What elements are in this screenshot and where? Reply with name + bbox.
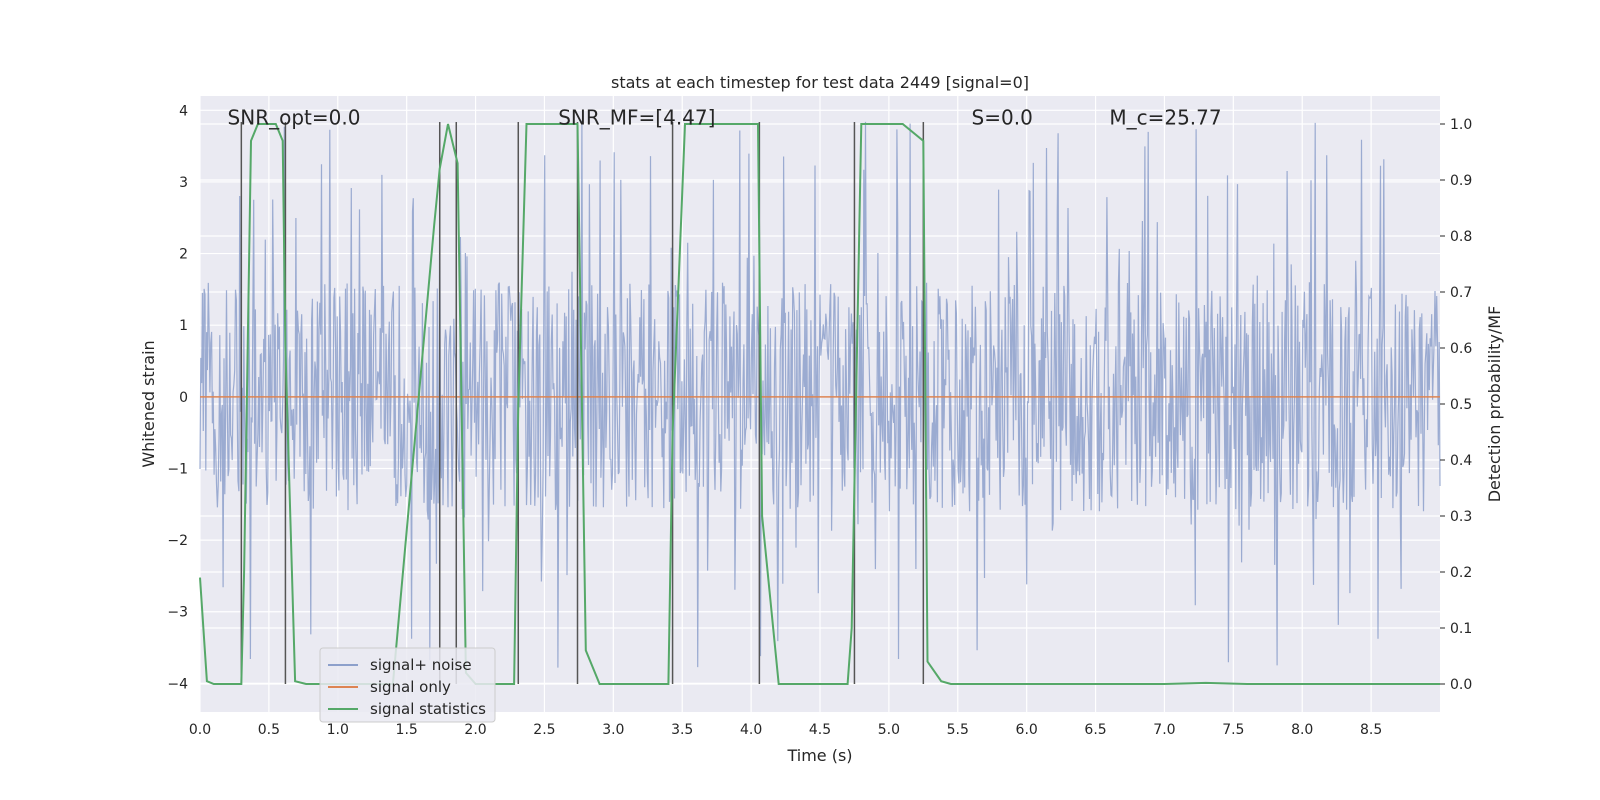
x-tick-label-2: 1.0 bbox=[327, 722, 349, 738]
y-tick-label-2: −2 bbox=[167, 533, 188, 549]
y-tick-label-4: 0 bbox=[179, 390, 188, 406]
x-tick-label-16: 8.0 bbox=[1291, 722, 1313, 738]
x-tick-label-4: 2.0 bbox=[464, 722, 486, 738]
annotation-0: SNR_opt=0.0 bbox=[228, 105, 361, 129]
annotation-1: SNR_MF=[4.47] bbox=[558, 105, 715, 129]
x-tick-label-17: 8.5 bbox=[1360, 722, 1382, 738]
y2-tick-label-5: 0.5 bbox=[1450, 397, 1472, 413]
y2-tick-label-7: 0.7 bbox=[1450, 285, 1472, 301]
y-tick-label-1: −3 bbox=[167, 605, 188, 621]
x-tick-label-12: 6.0 bbox=[1016, 722, 1038, 738]
x-tick-label-8: 4.0 bbox=[740, 722, 762, 738]
y-tick-label-6: 2 bbox=[179, 247, 188, 263]
y-tick-label-3: −1 bbox=[167, 461, 188, 477]
x-tick-label-1: 0.5 bbox=[258, 722, 280, 738]
y2-axis-label: Detection probability/MF bbox=[1485, 306, 1504, 503]
y2-tick-label-6: 0.6 bbox=[1450, 341, 1472, 357]
x-tick-label-14: 7.0 bbox=[1153, 722, 1175, 738]
axes: 0.0 0.5 1.0 1.5 2.0 2.5 3.0 3.5 4.0 4.5 5.0 5.5 6.0 6… bbox=[167, 103, 1472, 738]
legend-box bbox=[319, 647, 496, 723]
y2-tick-label-1: 0.1 bbox=[1450, 621, 1472, 637]
y2-tick-label-4: 0.4 bbox=[1450, 453, 1472, 469]
y2-tick-label-3: 0.3 bbox=[1450, 509, 1472, 525]
x-tick-label-15: 7.5 bbox=[1222, 722, 1244, 738]
annotation-3: M_c=25.77 bbox=[1109, 105, 1221, 129]
series-signal-statistics bbox=[199, 123, 1440, 685]
y-axis-label: Whitened strain bbox=[139, 340, 158, 467]
x-tick-label-11: 5.5 bbox=[947, 722, 969, 738]
series-signal-noise bbox=[199, 120, 1441, 668]
legend-label-1: signal only bbox=[370, 678, 451, 696]
y-tick-label-5: 1 bbox=[179, 318, 188, 334]
annotations: SNR_opt=0.0 SNR_MF=[4.47] S=0.0 M_c=25.77 bbox=[228, 105, 1222, 129]
y2-tick-label-9: 0.9 bbox=[1450, 173, 1472, 189]
x-tick-label-9: 4.5 bbox=[809, 722, 831, 738]
y2-tick-label-0: 0.0 bbox=[1450, 677, 1472, 693]
x-tick-label-13: 6.5 bbox=[1084, 722, 1106, 738]
legend-label-0: signal+ noise bbox=[370, 656, 472, 674]
chart-title: stats at each timestep for test data 244… bbox=[611, 73, 1029, 92]
grid bbox=[199, 96, 1440, 712]
y2-tick-label-2: 0.2 bbox=[1450, 565, 1472, 581]
x-axis-label: Time (s) bbox=[786, 746, 852, 765]
y2-tick-label-10: 1.0 bbox=[1450, 117, 1472, 133]
x-tick-label-10: 5.0 bbox=[878, 722, 900, 738]
annotation-2: S=0.0 bbox=[972, 105, 1033, 129]
y-tick-label-8: 4 bbox=[179, 103, 188, 119]
legend: signal+ noise signal only signal statistic… bbox=[319, 647, 496, 723]
y-tick-label-7: 3 bbox=[179, 175, 188, 191]
y2-tick-label-8: 0.8 bbox=[1450, 229, 1472, 245]
x-tick-label-3: 1.5 bbox=[396, 722, 418, 738]
legend-label-2: signal statistics bbox=[370, 700, 486, 718]
x-tick-label-5: 2.5 bbox=[533, 722, 555, 738]
plot-area bbox=[199, 120, 1441, 685]
x-tick-label-7: 3.5 bbox=[671, 722, 693, 738]
y-tick-label-0: −4 bbox=[167, 676, 188, 692]
x-tick-label-6: 3.0 bbox=[602, 722, 624, 738]
x-tick-label-0: 0.0 bbox=[189, 722, 211, 738]
